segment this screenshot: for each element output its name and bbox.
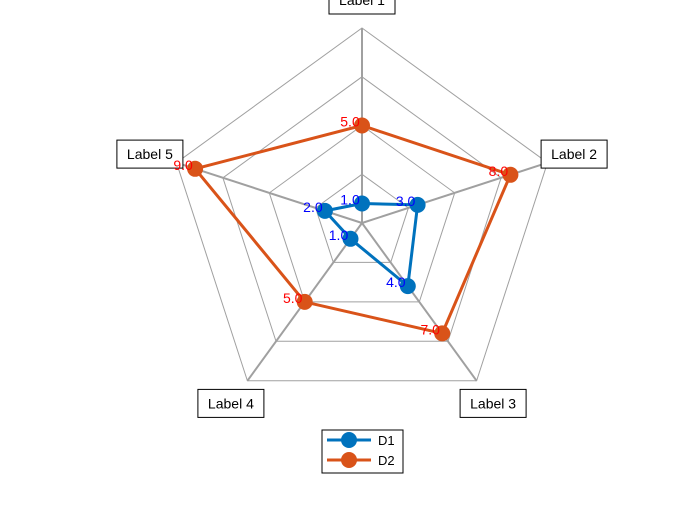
- legend-marker: [341, 452, 357, 468]
- point-D1-4: [342, 230, 359, 247]
- axis-label-box: [328, 0, 396, 15]
- series-D2: [187, 117, 519, 342]
- axis-label-5: Label 5: [116, 139, 184, 169]
- legend-item-D2: D2: [327, 452, 395, 468]
- point-D2-1: [354, 117, 370, 134]
- value-label-D1-5: 2.0: [303, 199, 323, 215]
- value-labels: 1.0 3.0 4.0 1.0 2.0 5.0 8.0 7.0 5.0 9.0: [173, 114, 508, 338]
- value-label-D2-3: 7.0: [420, 321, 440, 337]
- axis-spoke-3: [361, 222, 478, 382]
- axis-label-text: Label 2: [551, 146, 597, 162]
- axis-label-box: [197, 388, 265, 418]
- point-D2-2: [502, 166, 519, 183]
- point-D2-4: [296, 293, 313, 310]
- value-label-D2-5: 9.0: [173, 157, 193, 173]
- axis-spoke-2: [361, 161, 548, 224]
- axis-spoke-5: [176, 161, 363, 224]
- grid-ring-4: [175, 27, 549, 382]
- axis-label-text: Label 5: [127, 146, 173, 162]
- legend-label: D2: [378, 453, 395, 468]
- value-label-D2-1: 5.0: [340, 114, 360, 130]
- axis-label-text: Label 3: [470, 395, 516, 411]
- value-label-D1-3: 4.0: [386, 274, 406, 290]
- point-D2-3: [434, 325, 451, 342]
- axis-label-1: Label 1: [328, 0, 396, 15]
- series-line-D2: [193, 124, 512, 335]
- point-D1-2: [409, 196, 426, 213]
- axis-label-box: [116, 139, 184, 169]
- grid-ring-2: [268, 124, 456, 303]
- value-label-D1-2: 3.0: [396, 193, 416, 209]
- axis-label-3: Label 3: [459, 388, 527, 418]
- point-D1-5: [316, 202, 333, 219]
- axis-label-text: Label 4: [208, 395, 254, 411]
- axis-label-4: Label 4: [197, 388, 265, 418]
- axis-label-text: Label 1: [339, 0, 385, 8]
- legend-item-D1: D1: [327, 432, 395, 448]
- legend-label: D1: [378, 433, 395, 448]
- axis-label-box: [459, 388, 527, 418]
- series-D1: [316, 195, 426, 295]
- value-label-D1-1: 1.0: [340, 192, 360, 208]
- value-label-D2-4: 5.0: [283, 290, 303, 306]
- legend-marker: [341, 432, 357, 448]
- axis-label-2: Label 2: [540, 139, 608, 169]
- axis-label-box: [540, 139, 608, 169]
- grid-ring-1: [315, 173, 409, 263]
- point-D1-3: [399, 278, 416, 295]
- point-D1-1: [354, 195, 370, 212]
- legend-box: [321, 429, 404, 474]
- axis-labels: Label 1 Label 2 Label 3 Label 4 Label 5: [116, 0, 608, 418]
- radar-series: [187, 117, 519, 342]
- value-label-D1-4: 1.0: [329, 227, 349, 243]
- point-D2-5: [187, 160, 204, 177]
- grid-ring-3: [222, 76, 502, 342]
- value-label-D2-2: 8.0: [489, 163, 509, 179]
